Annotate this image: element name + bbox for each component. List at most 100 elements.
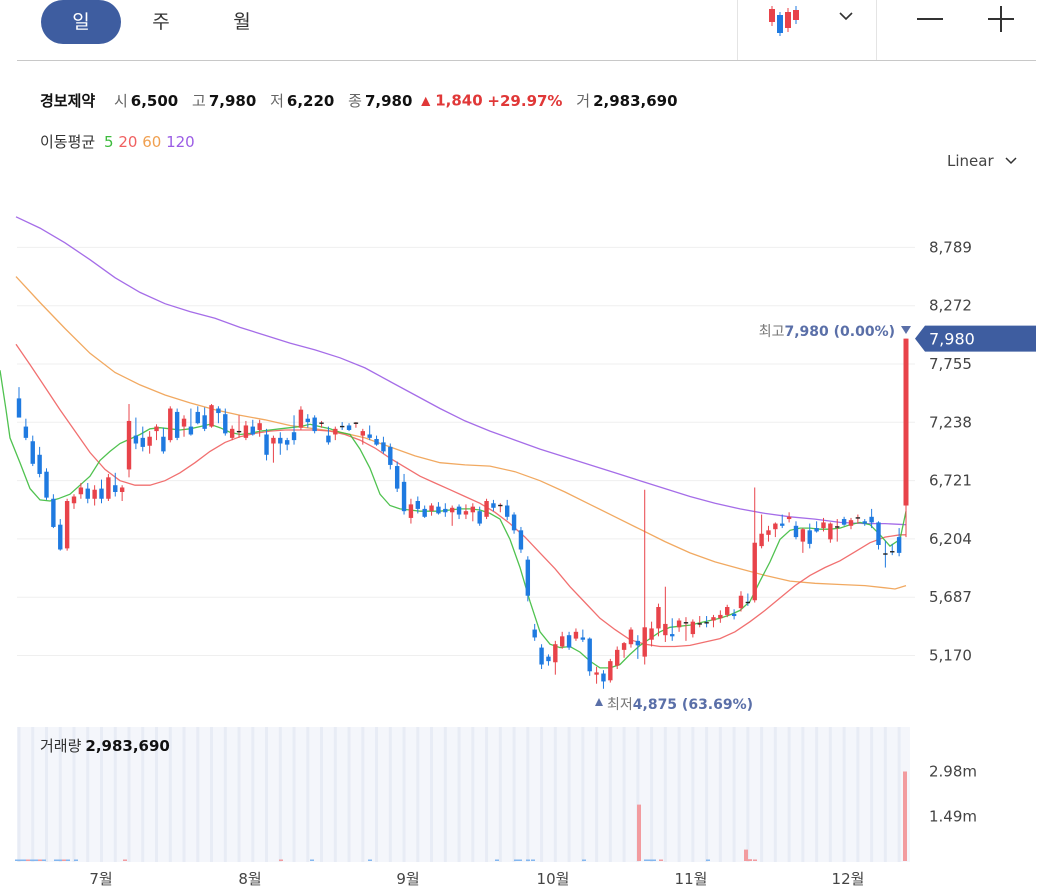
volume-bar [518,859,522,861]
candle [394,461,400,492]
candle [580,629,586,642]
candle [608,658,613,683]
up-arrow-icon: ▲ [421,93,431,108]
candle-body [408,504,414,518]
candle [181,415,187,437]
candle-body [106,477,111,499]
candle [814,521,819,533]
volume-gridline [375,727,379,862]
candle-body [896,537,902,553]
candle [525,556,531,602]
volume-gridline [815,727,819,862]
volume-bar [753,859,757,861]
stock-summary: 경보제약 시 6,500 고 7,980 저 6,220 종 7,980 ▲ 1,840… [40,90,687,114]
candle-body [800,529,806,542]
candle-body [174,411,180,438]
volume-gridline [732,727,736,862]
candle [250,419,255,436]
volume-bar [526,859,530,861]
candle-body [628,629,634,645]
volume-gridline [45,727,49,862]
candle-body [711,617,716,621]
scale-label: Linear [947,152,994,170]
high-label: 고 [192,92,206,110]
candle-body [649,628,654,640]
candle [718,610,723,623]
chevron-down-icon[interactable] [838,8,854,22]
volume-bar [652,859,656,861]
volume-bar [30,859,34,861]
candle-body [903,338,909,506]
candle [37,446,42,478]
candle-body [566,635,572,648]
candle [367,425,372,441]
volume-bar [706,859,710,861]
candle-body [78,487,84,495]
candle-body [676,620,682,628]
candle [223,408,228,436]
volume-gridline [540,727,544,862]
candle [264,428,269,461]
ma20-label: 20 [118,133,138,151]
minus-icon[interactable] [915,6,945,32]
candle [800,528,806,553]
candle [168,406,173,443]
current-price-label: 7,980 [929,330,975,349]
candle-body [738,595,744,609]
volume-gridline [773,727,777,862]
volume-bar [495,859,499,861]
volume-gridline [100,727,104,862]
candle [773,522,778,538]
candle-body [264,434,269,455]
candle [456,504,462,520]
volume-bar [659,859,663,861]
candle-body [291,432,297,441]
candle-body [793,525,799,538]
moving-average-legend[interactable]: 이동평균 5 20 60 120 [40,131,195,152]
tab-daily[interactable]: 일 [41,0,121,44]
volume-bar [310,859,314,861]
volume-bar [15,859,19,861]
volume-gridline [251,727,255,862]
candlestick-icon[interactable] [766,2,808,38]
volume-bar [34,859,38,861]
candle [229,425,235,441]
candle-body [656,607,661,629]
candle-body [64,501,70,549]
low-label: 저 [270,92,284,110]
candle [415,496,421,514]
candle [683,617,689,641]
candle [711,614,716,628]
price-grid [17,246,915,656]
candle-body [333,428,338,435]
time-tick-label: 11월 [675,870,708,888]
candle [140,426,145,452]
candle [649,621,654,647]
candle-body [573,631,579,639]
candle-body [168,408,173,441]
candle [766,525,771,542]
volume-gridline [801,727,805,862]
volume-gridline [278,727,282,862]
candle-body [814,528,819,532]
candle-body [30,441,35,464]
high-marker-icon [901,326,911,334]
price-tick-label: 7,238 [929,413,972,431]
candle-body [456,506,462,515]
candle [752,487,757,603]
candle-body [766,530,771,535]
tab-weekly[interactable]: 주 [152,11,170,33]
candle [422,505,427,518]
candle-body [92,489,97,499]
candle [271,435,276,463]
candle-body [37,454,42,474]
plus-icon[interactable] [986,4,1016,34]
low-marker-icon [595,698,603,706]
volume-gridline [333,727,337,862]
volume-gridline [787,727,791,862]
tab-monthly[interactable]: 월 [233,11,251,33]
scale-selector[interactable]: Linear [947,152,1018,170]
volume-gridline [897,727,901,862]
candle [305,414,310,428]
